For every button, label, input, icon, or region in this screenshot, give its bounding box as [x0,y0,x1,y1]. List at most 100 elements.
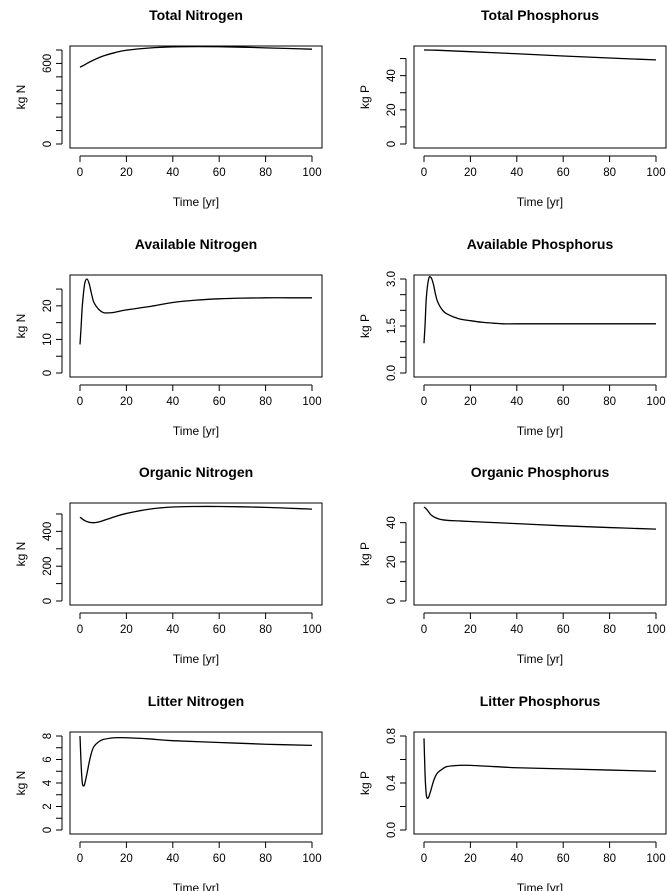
available-nitrogen-x-tick-label: 60 [213,396,226,408]
litter-nitrogen-x-tick-label: 60 [213,853,226,865]
litter-phosphorus-series-line [423,738,657,800]
available-phosphorus-series-line [423,276,656,344]
total-phosphorus-x-tick-label: 40 [510,167,523,179]
total-nitrogen-series-line [79,45,313,68]
total-phosphorus-x-tick-label: 60 [557,167,570,179]
available-phosphorus-x-tick-label: 100 [646,396,665,408]
total-nitrogen-y-tick-label: 0 [42,141,54,147]
organic-nitrogen-y-tick-label: 200 [42,557,54,576]
available-phosphorus-y-tick-label: 1.5 [386,318,398,334]
available-nitrogen-x-tick-label: 100 [302,396,321,408]
litter-nitrogen-series-line [79,735,313,787]
organic-phosphorus-y-label: kg P [358,542,372,566]
organic-phosphorus-x-tick-label: 40 [510,624,523,636]
organic-phosphorus-series-line [423,506,657,530]
litter-nitrogen-panel: Litter Nitrogen 0 20 40 60 80 100 Time [yr] 0 2 4 6… [14,693,323,891]
total-phosphorus-x-label: Time [yr] [517,195,563,209]
available-phosphorus-y-label: kg P [358,314,372,338]
organic-phosphorus-panel: Organic Phosphorus 0 20 40 60 80 100 Time [yr] 0… [358,464,667,666]
total-nitrogen-plot-frame [69,45,323,149]
litter-nitrogen-y-tick-label: 6 [42,756,54,762]
total-nitrogen-x-tick-label: 80 [259,167,272,179]
organic-nitrogen-x-tick-label: 0 [77,624,83,636]
organic-phosphorus-y-tick-label: 40 [386,516,398,529]
litter-phosphorus-plot-frame [413,731,667,835]
total-phosphorus-y-tick-label: 40 [386,69,398,82]
litter-phosphorus-x-tick-label: 100 [646,853,665,865]
organic-nitrogen-series-line [79,505,313,524]
litter-phosphorus-x-tick-label: 20 [464,853,477,865]
organic-phosphorus-x-tick-label: 100 [646,624,665,636]
total-phosphorus-x-tick-label: 0 [421,167,427,179]
available-nitrogen-y-tick-label: 0 [42,370,54,376]
litter-nitrogen-y-label: kg N [14,771,28,796]
organic-phosphorus-y-tick-label: 0 [386,598,398,604]
litter-nitrogen-y-tick-label: 0 [42,827,54,833]
total-nitrogen-title: Total Nitrogen [149,7,243,23]
organic-nitrogen-panel: Organic Nitrogen 0 20 40 60 80 100 Time [yr] 0 20… [14,464,323,666]
total-nitrogen-x-tick-label: 20 [120,167,133,179]
available-phosphorus-x-tick-label: 80 [603,396,616,408]
available-phosphorus-x-label: Time [yr] [517,424,563,438]
litter-nitrogen-x-label: Time [yr] [173,881,219,891]
available-phosphorus-y-tick-label: 3.0 [386,271,398,287]
total-phosphorus-y-tick-label: 0 [386,141,398,147]
available-phosphorus-x-tick-label: 0 [421,396,427,408]
litter-nitrogen-x-tick-label: 0 [77,853,83,865]
total-nitrogen-x-tick-label: 100 [302,167,321,179]
organic-phosphorus-x-label: Time [yr] [517,652,563,666]
total-phosphorus-title: Total Phosphorus [481,7,599,23]
organic-nitrogen-title: Organic Nitrogen [139,464,253,480]
available-phosphorus-title: Available Phosphorus [467,236,614,252]
litter-nitrogen-y-tick-label: 2 [42,803,54,809]
total-phosphorus-panel: Total Phosphorus 0 20 40 60 80 100 Time [yr] 0 20… [358,7,667,209]
organic-nitrogen-plot-frame [69,502,323,606]
organic-nitrogen-x-tick-label: 80 [259,624,272,636]
available-nitrogen-y-tick-label: 20 [42,299,54,312]
total-nitrogen-x-tick-label: 60 [213,167,226,179]
organic-phosphorus-y-tick-label: 20 [386,555,398,568]
litter-nitrogen-x-tick-label: 80 [259,853,272,865]
available-nitrogen-plot-frame [69,274,323,378]
available-phosphorus-x-tick-label: 40 [510,396,523,408]
available-nitrogen-x-tick-label: 40 [166,396,179,408]
organic-nitrogen-y-tick-label: 0 [42,598,54,604]
organic-nitrogen-y-label: kg N [14,542,28,567]
available-nitrogen-x-tick-label: 80 [259,396,272,408]
organic-phosphorus-x-tick-label: 0 [421,624,427,636]
available-nitrogen-title: Available Nitrogen [135,236,257,252]
available-phosphorus-x-tick-label: 20 [464,396,477,408]
litter-phosphorus-x-tick-label: 60 [557,853,570,865]
available-nitrogen-x-tick-label: 0 [77,396,83,408]
organic-nitrogen-y-tick-label: 400 [42,522,54,541]
litter-phosphorus-x-tick-label: 40 [510,853,523,865]
organic-phosphorus-x-tick-label: 20 [464,624,477,636]
organic-phosphorus-x-tick-label: 60 [557,624,570,636]
litter-nitrogen-plot-frame [69,731,323,835]
total-nitrogen-y-tick-label: 600 [42,54,54,73]
available-phosphorus-plot-frame [413,274,667,378]
total-phosphorus-series-line [423,49,657,61]
litter-phosphorus-title: Litter Phosphorus [480,693,601,709]
available-nitrogen-x-tick-label: 20 [120,396,133,408]
litter-nitrogen-y-tick-label: 8 [42,733,54,739]
total-phosphorus-x-tick-label: 80 [603,167,616,179]
total-nitrogen-x-tick-label: 0 [77,167,83,179]
available-nitrogen-y-label: kg N [14,314,28,339]
litter-nitrogen-x-tick-label: 100 [302,853,321,865]
organic-nitrogen-x-tick-label: 100 [302,624,321,636]
litter-nitrogen-title: Litter Nitrogen [148,693,244,709]
litter-phosphorus-x-label: Time [yr] [517,881,563,891]
total-nitrogen-panel: Total Nitrogen 0 20 40 60 80 100 Time [yr] 0 600 k… [14,7,323,209]
litter-nitrogen-y-tick-label: 4 [42,779,54,786]
litter-phosphorus-panel: Litter Phosphorus 0 20 40 60 80 100 Time [yr] 0.… [358,693,667,891]
litter-phosphorus-x-tick-label: 0 [421,853,427,865]
organic-nitrogen-x-tick-label: 20 [120,624,133,636]
litter-phosphorus-x-tick-label: 80 [603,853,616,865]
total-nitrogen-x-label: Time [yr] [173,195,219,209]
litter-phosphorus-y-tick-label: 0.0 [386,822,398,838]
total-phosphorus-x-tick-label: 20 [464,167,477,179]
litter-nitrogen-x-tick-label: 40 [166,853,179,865]
litter-nitrogen-x-tick-label: 20 [120,853,133,865]
